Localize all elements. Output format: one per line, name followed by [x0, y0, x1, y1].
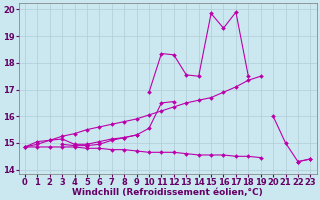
X-axis label: Windchill (Refroidissement éolien,°C): Windchill (Refroidissement éolien,°C) — [72, 188, 263, 197]
